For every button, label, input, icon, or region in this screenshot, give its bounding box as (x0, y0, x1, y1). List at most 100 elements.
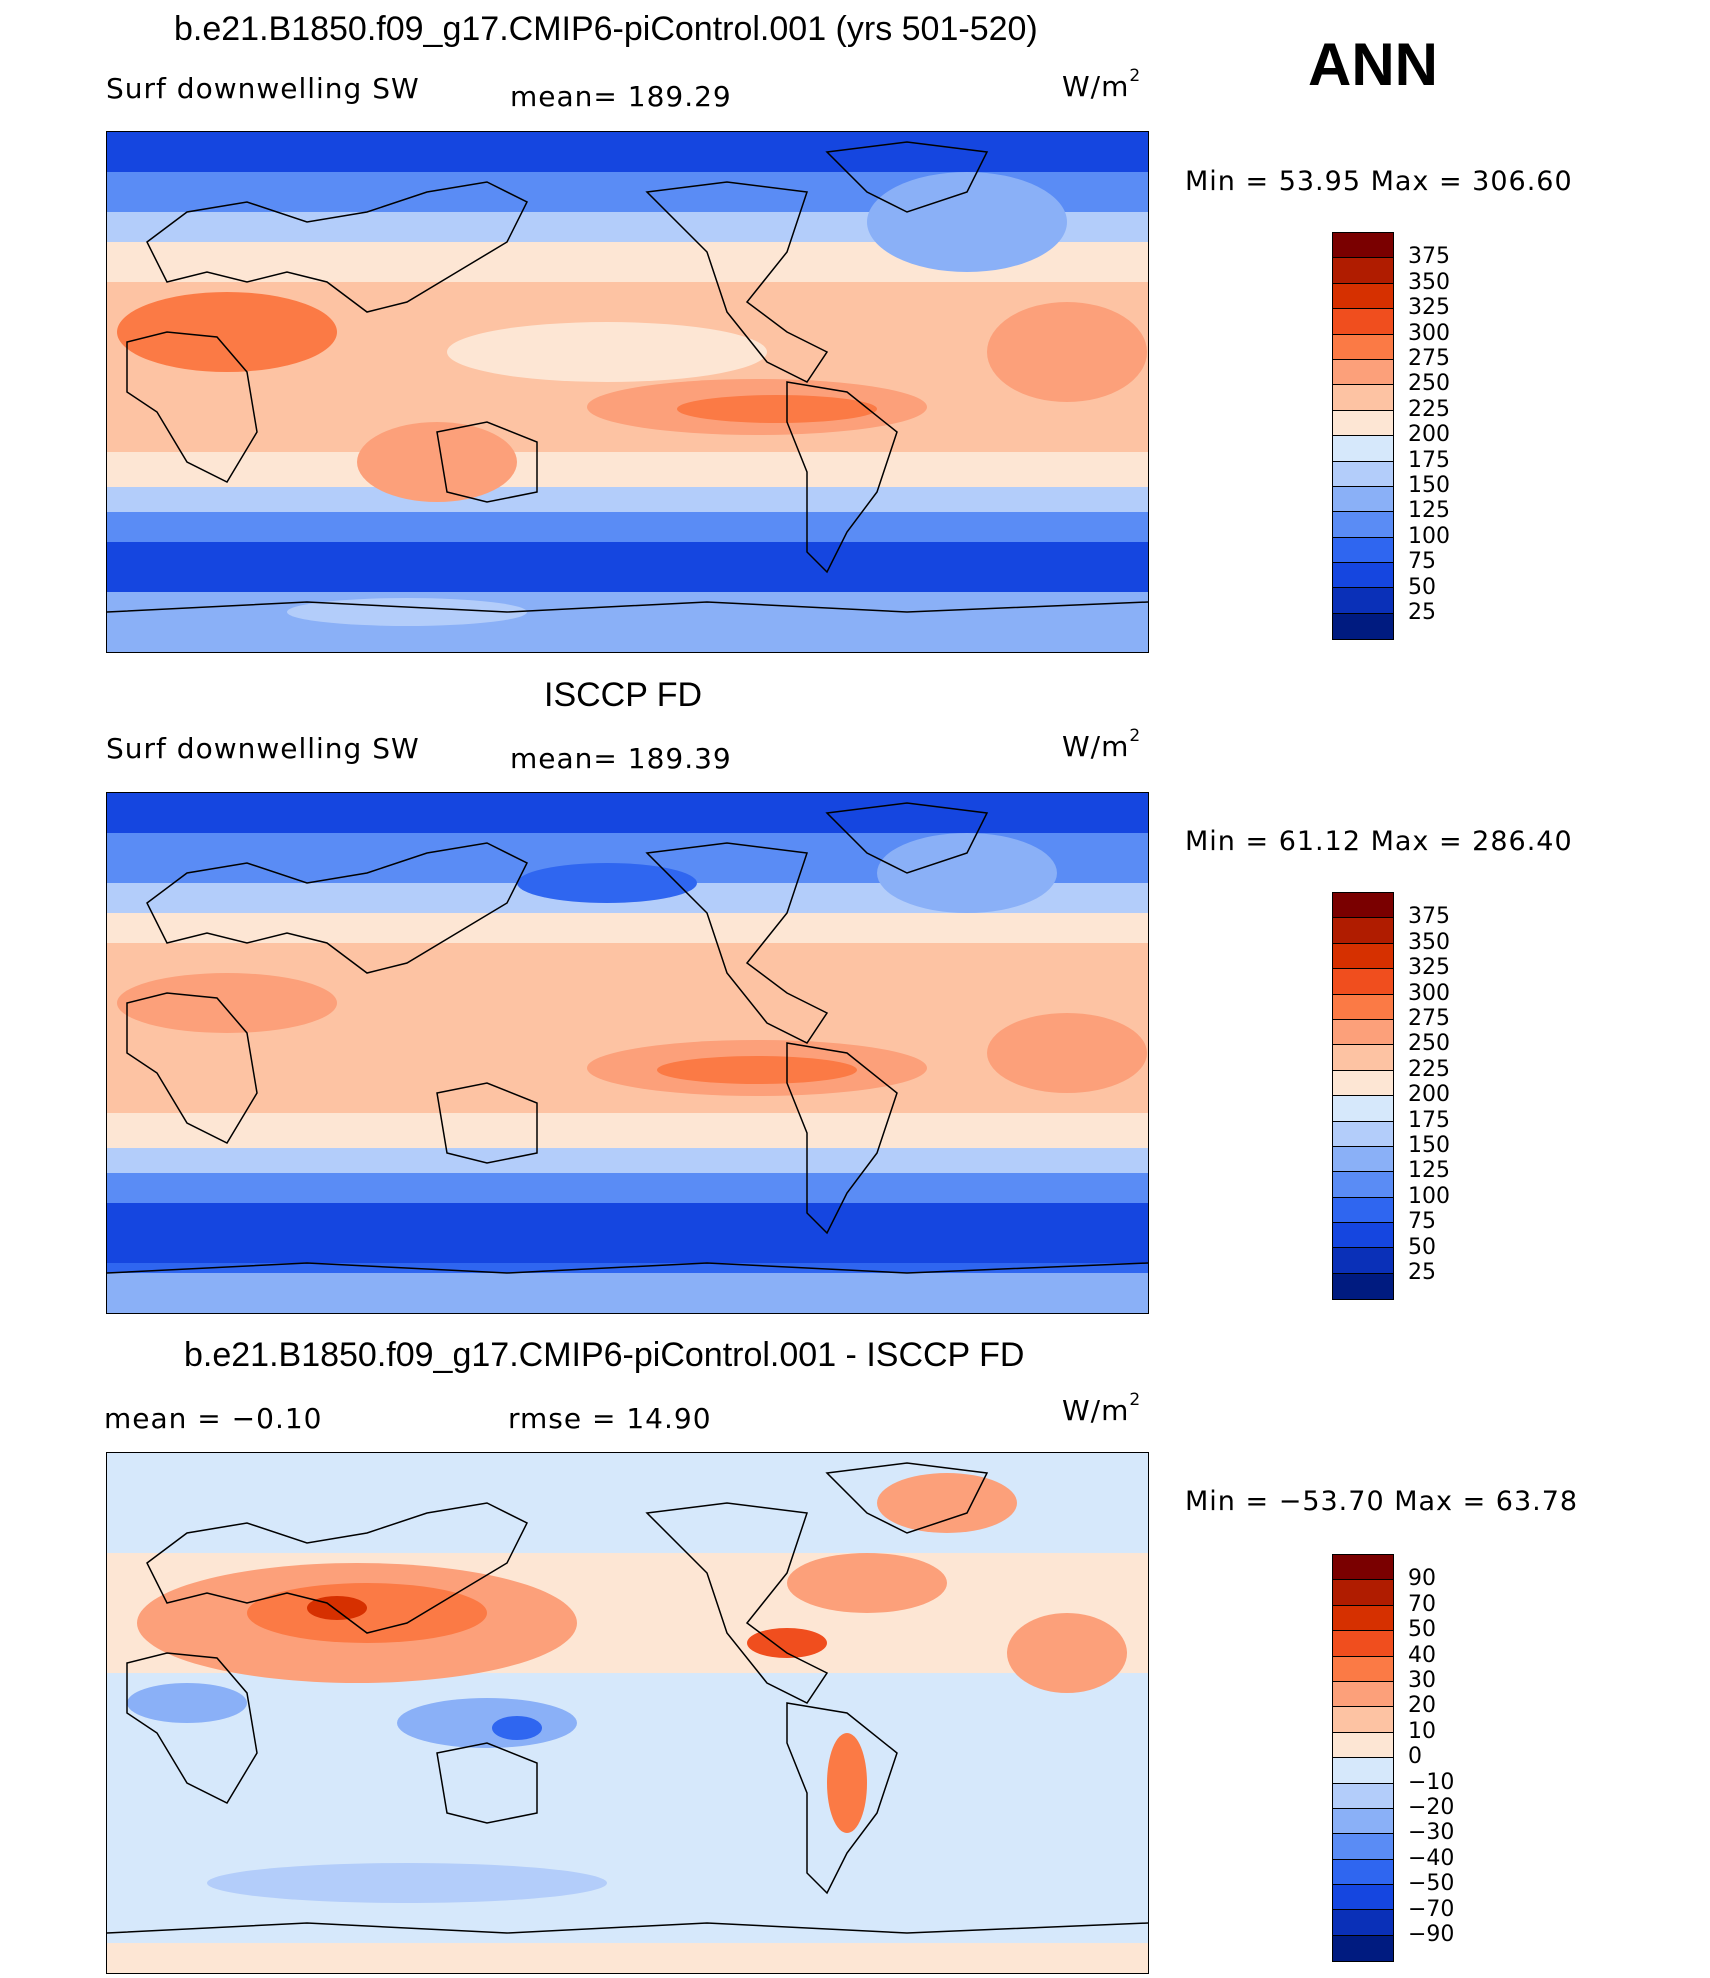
colorbar-tick: 30 (1408, 1668, 1436, 1693)
colorbar-swatch (1333, 1631, 1393, 1657)
colorbar-tick: 225 (1408, 1057, 1450, 1082)
colorbar-tick: 200 (1408, 1082, 1450, 1107)
panel-1-map-field (107, 132, 1148, 652)
colorbar-tick: 125 (1408, 1158, 1450, 1183)
colorbar-tick: 50 (1408, 1617, 1436, 1642)
colorbar-tick: 350 (1408, 270, 1450, 295)
panel-1-title: b.e21.B1850.f09_g17.CMIP6-piControl.001 … (174, 10, 1038, 48)
panel-3-map (106, 1452, 1149, 1974)
colorbar-tick: 75 (1408, 1209, 1436, 1234)
colorbar-swatch (1333, 1707, 1393, 1733)
panel-3-colorbar (1332, 1554, 1394, 1962)
colorbar-tick: 325 (1408, 955, 1450, 980)
colorbar-swatch (1333, 969, 1393, 995)
panel-3-mean-label: mean = −0.10 (104, 1402, 323, 1435)
colorbar-tick: −10 (1408, 1770, 1455, 1795)
colorbar-swatch (1333, 385, 1393, 411)
colorbar-swatch (1333, 1783, 1393, 1809)
colorbar-tick: 90 (1408, 1566, 1436, 1591)
colorbar-swatch (1333, 1248, 1393, 1274)
colorbar-tick: −70 (1408, 1897, 1455, 1922)
colorbar-swatch (1333, 1019, 1393, 1046)
colorbar-tick: 375 (1408, 244, 1450, 269)
panel-1-units: W/m2 (1062, 66, 1142, 103)
colorbar-swatch (1333, 1197, 1393, 1224)
colorbar-swatch (1333, 893, 1393, 919)
colorbar-swatch (1333, 1758, 1393, 1784)
colorbar-swatch (1333, 1885, 1393, 1911)
panel-2-title: ISCCP FD (544, 676, 703, 714)
colorbar-tick: 50 (1408, 1235, 1436, 1260)
colorbar-swatch (1333, 334, 1393, 360)
colorbar-swatch (1333, 512, 1393, 538)
colorbar-tick: 350 (1408, 930, 1450, 955)
colorbar-tick: 75 (1408, 549, 1436, 574)
colorbar-tick: 25 (1408, 600, 1436, 625)
colorbar-swatch (1333, 1859, 1393, 1886)
colorbar-tick: 275 (1408, 346, 1450, 371)
panel-3-map-field (107, 1453, 1148, 1973)
colorbar-tick: 0 (1408, 1744, 1422, 1769)
colorbar-swatch (1333, 943, 1393, 970)
colorbar-swatch (1333, 1808, 1393, 1835)
panel-2-mean-label: mean= 189.39 (510, 742, 732, 775)
colorbar-swatch (1333, 410, 1393, 437)
colorbar-swatch (1333, 309, 1393, 335)
colorbar-tick: −90 (1408, 1922, 1455, 1947)
panel-3-title: b.e21.B1850.f09_g17.CMIP6-piControl.001 … (184, 1336, 1025, 1374)
colorbar-swatch (1333, 1096, 1393, 1122)
panel-2-variable-label: Surf downwelling SW (106, 732, 420, 765)
colorbar-swatch (1333, 258, 1393, 284)
colorbar-swatch (1333, 1732, 1393, 1759)
colorbar-swatch (1333, 563, 1393, 589)
colorbar-tick: 40 (1408, 1643, 1436, 1668)
colorbar-swatch (1333, 486, 1393, 513)
colorbar-swatch (1333, 1273, 1393, 1300)
panel-2-min-max: Min = 61.12 Max = 286.40 (1185, 826, 1573, 857)
colorbar-swatch (1333, 537, 1393, 564)
colorbar-swatch (1333, 233, 1393, 259)
colorbar-tick: 275 (1408, 1006, 1450, 1031)
colorbar-tick: 25 (1408, 1260, 1436, 1285)
colorbar-swatch (1333, 918, 1393, 944)
colorbar-swatch (1333, 1580, 1393, 1606)
colorbar-tick: 70 (1408, 1592, 1436, 1617)
colorbar-tick: 250 (1408, 1031, 1450, 1056)
colorbar-swatch (1333, 1045, 1393, 1071)
colorbar-tick: 100 (1408, 524, 1450, 549)
colorbar-tick: 150 (1408, 473, 1450, 498)
panel-2-colorbar (1332, 892, 1394, 1300)
colorbar-swatch (1333, 1121, 1393, 1147)
colorbar-swatch (1333, 283, 1393, 310)
colorbar-tick: 225 (1408, 397, 1450, 422)
colorbar-tick: −30 (1408, 1820, 1455, 1845)
panel-3-rmse-label: rmse = 14.90 (508, 1402, 712, 1435)
season-label: ANN (1308, 31, 1438, 98)
colorbar-tick: 100 (1408, 1184, 1450, 1209)
colorbar-swatch (1333, 436, 1393, 462)
colorbar-swatch (1333, 1910, 1393, 1936)
colorbar-tick: 150 (1408, 1133, 1450, 1158)
colorbar-swatch (1333, 1656, 1393, 1682)
panel-2-map-field (107, 793, 1148, 1313)
panel-1-mean-label: mean= 189.29 (510, 80, 732, 113)
colorbar-tick: 325 (1408, 295, 1450, 320)
colorbar-tick: −50 (1408, 1871, 1455, 1896)
colorbar-tick: −20 (1408, 1795, 1455, 1820)
colorbar-swatch (1333, 1605, 1393, 1632)
colorbar-tick: 175 (1408, 1108, 1450, 1133)
colorbar-swatch (1333, 1172, 1393, 1198)
panel-1-map (106, 131, 1149, 653)
colorbar-swatch (1333, 1223, 1393, 1249)
colorbar-tick: 200 (1408, 422, 1450, 447)
colorbar-swatch (1333, 1681, 1393, 1708)
colorbar-swatch (1333, 461, 1393, 487)
colorbar-tick: 10 (1408, 1719, 1436, 1744)
colorbar-tick: 300 (1408, 321, 1450, 346)
panel-1-variable-label: Surf downwelling SW (106, 72, 420, 105)
colorbar-swatch (1333, 1834, 1393, 1860)
panel-1-colorbar (1332, 232, 1394, 640)
panel-2-map (106, 792, 1149, 1314)
colorbar-tick: 20 (1408, 1693, 1436, 1718)
colorbar-tick: 125 (1408, 498, 1450, 523)
